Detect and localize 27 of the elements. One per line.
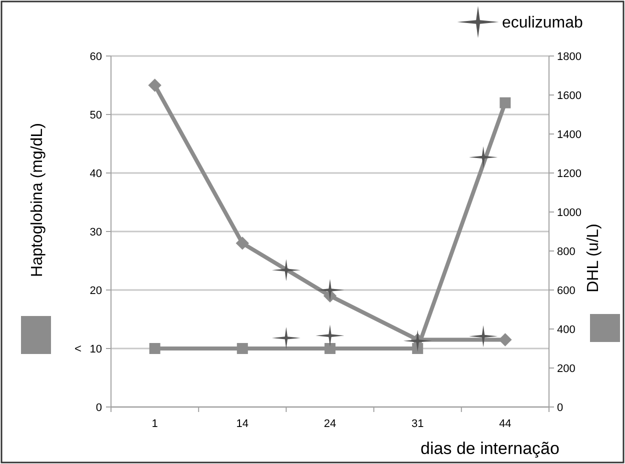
y-tick-label: 30 <box>90 226 102 238</box>
y-tick-label: 10 <box>90 343 102 356</box>
y-tick-label: 50 <box>90 109 102 122</box>
x-tick-label: 1 <box>152 418 158 430</box>
y-tick-label: 20 <box>90 284 102 297</box>
y-tick-label: 60 <box>90 50 102 63</box>
y2-tick-label: 800 <box>557 246 576 258</box>
y-axis-title: Haptoglobina (mg/dL) <box>29 123 46 277</box>
y2-tick-label: 1200 <box>557 168 582 180</box>
x-tick-label: 14 <box>236 418 249 430</box>
y2-axis-title: DHL (u/L) <box>585 224 602 292</box>
y2-tick-label: 1800 <box>557 50 582 63</box>
y2-tick-label: 0 <box>557 402 564 414</box>
y2-tick-label: 200 <box>557 362 576 375</box>
y2-tick-label: 1400 <box>557 128 582 141</box>
x-tick-label: 31 <box>411 418 424 430</box>
y-tick-label: 0 <box>96 402 102 414</box>
x-axis-title: dias de internação <box>420 439 560 458</box>
y2-tick-label: 1000 <box>557 206 582 219</box>
x-tick-label: 44 <box>499 418 512 430</box>
legend-label: eculizumab <box>502 14 584 32</box>
y2-tick-label: 600 <box>557 284 576 297</box>
y2-tick-label: 400 <box>557 324 576 336</box>
y-tick-label: 40 <box>90 168 102 180</box>
x-tick-label: 24 <box>324 418 336 430</box>
y2-tick-label: 1600 <box>557 90 582 102</box>
text: < <box>74 342 82 356</box>
